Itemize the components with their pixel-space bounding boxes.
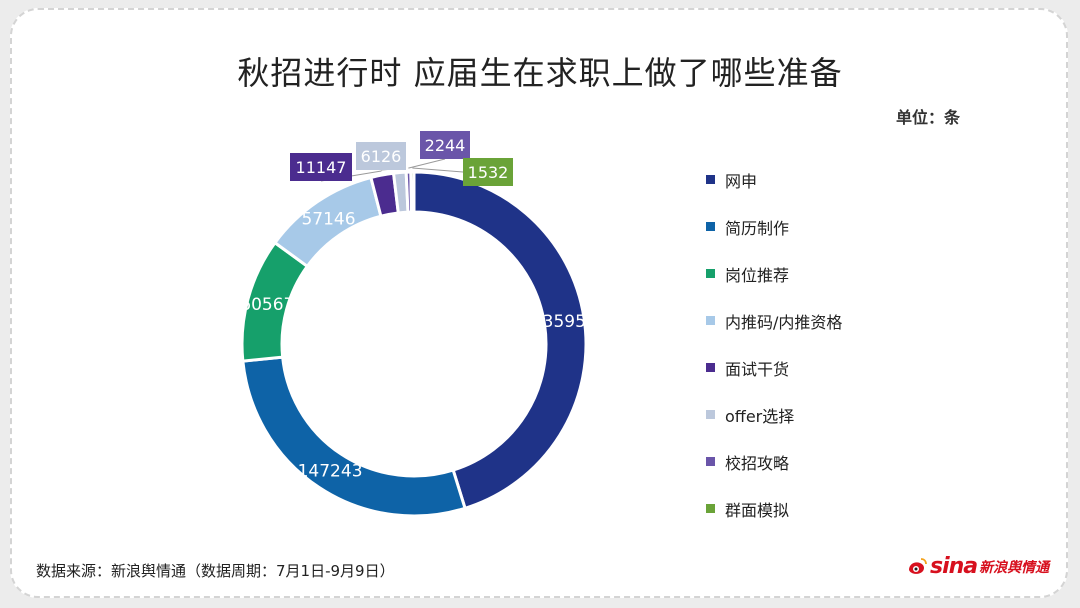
callout-box bbox=[420, 131, 470, 159]
donut-slice bbox=[409, 170, 416, 214]
legend-item: 群面模拟 bbox=[706, 485, 842, 532]
chart-legend: 网申简历制作岗位推荐内推码/内推资格 面试干货 offer选择 校招攻略群面模拟 bbox=[706, 156, 842, 532]
legend-label: 校招攻略 bbox=[725, 453, 790, 473]
legend-swatch bbox=[706, 504, 715, 513]
slice-value-label: 147243 bbox=[298, 462, 363, 482]
slice-value-label: 11147 bbox=[296, 158, 347, 177]
legend-item: 网申 bbox=[706, 156, 842, 203]
slice-value-label: 1532 bbox=[468, 163, 509, 182]
legend-swatch bbox=[706, 410, 715, 419]
legend-swatch bbox=[706, 222, 715, 231]
callout-leader-line bbox=[412, 167, 464, 173]
legend-swatch bbox=[706, 269, 715, 278]
legend-item: 内推码/内推资格 bbox=[706, 297, 842, 344]
legend-swatch bbox=[706, 363, 715, 372]
slice-value-label: 2244 bbox=[425, 136, 466, 155]
donut-slice bbox=[412, 170, 588, 511]
legend-item: 面试干货 bbox=[706, 344, 842, 391]
chart-title: 秋招进行时 应届生在求职上做了哪些准备 bbox=[237, 54, 843, 92]
sina-logo: sina 新浪舆情通 bbox=[906, 554, 1049, 579]
slice-value-label: 60567 bbox=[240, 295, 294, 315]
legend-label: 简历制作 bbox=[725, 218, 790, 238]
logo-brand: sina bbox=[930, 554, 978, 579]
legend-item: offer选择 bbox=[706, 391, 842, 438]
callout-box bbox=[463, 158, 513, 186]
legend-label: 面试干货 bbox=[725, 359, 790, 379]
legend-swatch bbox=[706, 457, 715, 466]
legend-label: 网申 bbox=[725, 171, 758, 191]
legend-item: 岗位推荐 bbox=[706, 250, 842, 297]
legend-label: 群面模拟 bbox=[725, 500, 790, 520]
slice-value-label: 6126 bbox=[361, 147, 402, 166]
callout-leader-line bbox=[408, 158, 446, 169]
callout-box bbox=[356, 142, 406, 170]
slice-value-label: 57146 bbox=[301, 209, 355, 229]
legend-label: 岗位推荐 bbox=[725, 265, 790, 285]
legend-swatch bbox=[706, 175, 715, 184]
legend-item: 校招攻略 bbox=[706, 438, 842, 485]
legend-label: 内推码/内推资格 bbox=[725, 312, 843, 332]
callout-box bbox=[290, 153, 352, 181]
data-source-note: 数据来源：新浪舆情通（数据周期：7月1日-9月9日） bbox=[36, 562, 395, 580]
legend-item: 简历制作 bbox=[706, 203, 842, 250]
logo-name: 新浪舆情通 bbox=[979, 559, 1050, 576]
unit-label: 单位：条 bbox=[896, 108, 961, 127]
slice-value-label: 235953 bbox=[532, 312, 597, 332]
sina-eye-icon bbox=[909, 557, 927, 574]
legend-swatch bbox=[706, 316, 715, 325]
donut-slice bbox=[241, 355, 467, 518]
legend-label: offer选择 bbox=[725, 406, 795, 426]
